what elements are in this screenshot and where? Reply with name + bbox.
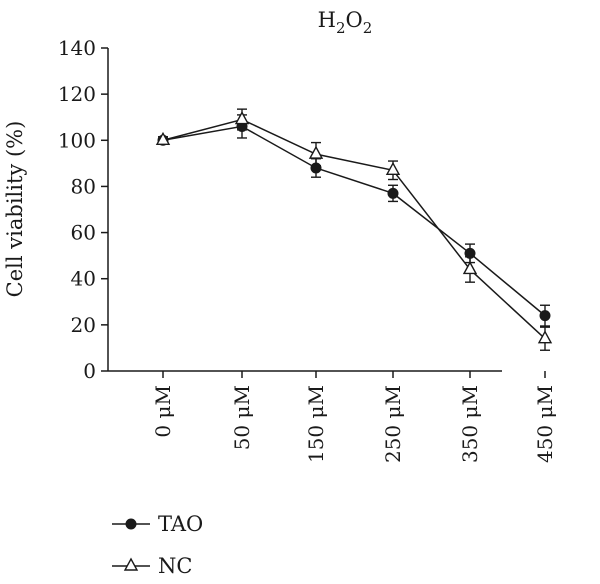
y-tick-label-2: 40 xyxy=(71,267,96,291)
y-tick-label-0: 0 xyxy=(83,359,96,383)
x-ticks: 0 μM 50 μM 150 μM 250 μM 350 μM 450 μM xyxy=(151,371,557,463)
series-nc xyxy=(155,108,553,351)
legend-item-nc: NC xyxy=(112,554,192,578)
series-tao-line xyxy=(162,125,546,317)
legend-tao-marker xyxy=(125,518,137,530)
y-tick-label-6: 120 xyxy=(58,82,96,106)
y-tick-label-1: 20 xyxy=(71,313,96,337)
y-tick-label-7: 140 xyxy=(58,36,96,60)
y-axis-label: Cell viability (%) xyxy=(3,121,27,298)
legend: TAO NC xyxy=(112,512,203,578)
y-ticks: 0 20 40 60 80 100 120 140 xyxy=(58,36,108,383)
y-tick-label-5: 100 xyxy=(58,128,96,152)
series-nc-point-5 xyxy=(537,330,553,344)
series-nc-point-4 xyxy=(462,261,478,275)
x-tick-label-4: 350 μM xyxy=(458,385,482,463)
legend-nc-marker xyxy=(123,557,139,571)
x-tick-label-2: 150 μM xyxy=(304,385,328,463)
y-tick-label-4: 80 xyxy=(71,174,96,198)
chart-title: H2O2 xyxy=(318,8,373,37)
series-layer xyxy=(155,108,553,351)
series-tao xyxy=(157,114,551,327)
series-nc-point-0 xyxy=(155,131,171,145)
x-tick-label-1: 50 μM xyxy=(230,385,254,450)
series-nc-line xyxy=(162,118,546,340)
series-tao-point-5 xyxy=(539,310,551,322)
series-nc-point-2 xyxy=(308,145,324,159)
x-tick-label-5: 450 μM xyxy=(533,385,557,463)
x-tick-label-0: 0 μM xyxy=(151,385,175,438)
legend-nc-label: NC xyxy=(158,554,192,578)
y-tick-label-3: 60 xyxy=(71,221,96,245)
legend-tao-label: TAO xyxy=(158,512,203,536)
series-nc-point-3 xyxy=(385,161,401,175)
legend-item-tao: TAO xyxy=(112,512,203,536)
x-tick-label-3: 250 μM xyxy=(381,385,405,463)
series-tao-point-3 xyxy=(387,187,399,199)
series-nc-point-1 xyxy=(234,111,250,125)
